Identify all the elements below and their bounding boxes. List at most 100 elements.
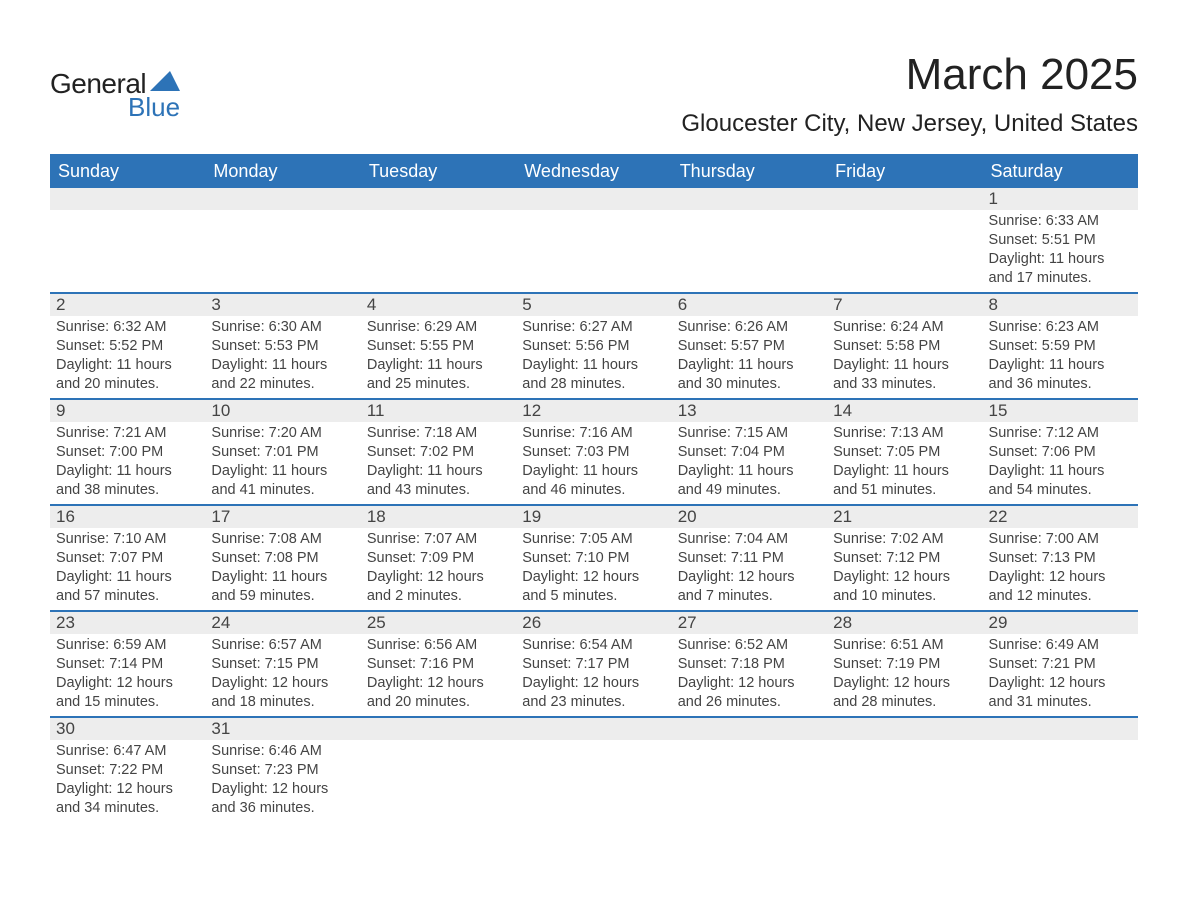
calendar: SundayMondayTuesdayWednesdayThursdayFrid… (50, 154, 1138, 822)
daylight-line: Daylight: 12 hours and 2 minutes. (367, 568, 510, 606)
day-number: 1 (983, 188, 1138, 210)
day-details: Sunrise: 7:04 AMSunset: 7:11 PMDaylight:… (672, 528, 827, 610)
daynum-bar (827, 718, 982, 740)
calendar-day: 22Sunrise: 7:00 AMSunset: 7:13 PMDayligh… (983, 505, 1138, 611)
daylight-line: Daylight: 11 hours and 17 minutes. (989, 250, 1132, 288)
daylight-line: Daylight: 11 hours and 33 minutes. (833, 356, 976, 394)
calendar-day: 20Sunrise: 7:04 AMSunset: 7:11 PMDayligh… (672, 505, 827, 611)
sunset-line: Sunset: 5:58 PM (833, 337, 976, 356)
sunrise-line: Sunrise: 7:05 AM (522, 530, 665, 549)
daylight-line: Daylight: 11 hours and 22 minutes. (211, 356, 354, 394)
sunrise-line: Sunrise: 6:59 AM (56, 636, 199, 655)
calendar-day-empty (361, 188, 516, 293)
weekday-header: Tuesday (361, 154, 516, 188)
calendar-day: 13Sunrise: 7:15 AMSunset: 7:04 PMDayligh… (672, 399, 827, 505)
calendar-day-empty (516, 188, 671, 293)
sunrise-line: Sunrise: 6:47 AM (56, 742, 199, 761)
day-number: 10 (205, 400, 360, 422)
day-number: 14 (827, 400, 982, 422)
header: General Blue March 2025 Gloucester City,… (50, 50, 1138, 138)
daylight-line: Daylight: 12 hours and 20 minutes. (367, 674, 510, 712)
calendar-day: 6Sunrise: 6:26 AMSunset: 5:57 PMDaylight… (672, 293, 827, 399)
daylight-line: Daylight: 12 hours and 36 minutes. (211, 780, 354, 818)
day-number: 8 (983, 294, 1138, 316)
daylight-line: Daylight: 12 hours and 31 minutes. (989, 674, 1132, 712)
daynum-bar (516, 188, 671, 210)
sunset-line: Sunset: 7:09 PM (367, 549, 510, 568)
day-details: Sunrise: 7:20 AMSunset: 7:01 PMDaylight:… (205, 422, 360, 504)
sunset-line: Sunset: 7:01 PM (211, 443, 354, 462)
sunrise-line: Sunrise: 7:07 AM (367, 530, 510, 549)
sunset-line: Sunset: 5:57 PM (678, 337, 821, 356)
sunset-line: Sunset: 7:13 PM (989, 549, 1132, 568)
calendar-day-empty (827, 188, 982, 293)
daynum-bar (827, 188, 982, 210)
day-number: 17 (205, 506, 360, 528)
daylight-line: Daylight: 11 hours and 30 minutes. (678, 356, 821, 394)
calendar-day: 7Sunrise: 6:24 AMSunset: 5:58 PMDaylight… (827, 293, 982, 399)
day-details: Sunrise: 7:15 AMSunset: 7:04 PMDaylight:… (672, 422, 827, 504)
calendar-day: 19Sunrise: 7:05 AMSunset: 7:10 PMDayligh… (516, 505, 671, 611)
location: Gloucester City, New Jersey, United Stat… (681, 110, 1138, 138)
sunset-line: Sunset: 7:11 PM (678, 549, 821, 568)
month-title: March 2025 (681, 50, 1138, 100)
sunset-line: Sunset: 7:02 PM (367, 443, 510, 462)
day-details: Sunrise: 6:30 AMSunset: 5:53 PMDaylight:… (205, 316, 360, 398)
day-number: 25 (361, 612, 516, 634)
weekday-header: Wednesday (516, 154, 671, 188)
day-details: Sunrise: 7:07 AMSunset: 7:09 PMDaylight:… (361, 528, 516, 610)
sunrise-line: Sunrise: 6:29 AM (367, 318, 510, 337)
calendar-day: 16Sunrise: 7:10 AMSunset: 7:07 PMDayligh… (50, 505, 205, 611)
day-number: 29 (983, 612, 1138, 634)
daylight-line: Daylight: 12 hours and 15 minutes. (56, 674, 199, 712)
logo-text-blue: Blue (128, 92, 180, 123)
calendar-day: 18Sunrise: 7:07 AMSunset: 7:09 PMDayligh… (361, 505, 516, 611)
day-details: Sunrise: 7:00 AMSunset: 7:13 PMDaylight:… (983, 528, 1138, 610)
calendar-day: 1Sunrise: 6:33 AMSunset: 5:51 PMDaylight… (983, 188, 1138, 293)
day-details: Sunrise: 6:24 AMSunset: 5:58 PMDaylight:… (827, 316, 982, 398)
logo: General Blue (50, 50, 180, 123)
day-number: 26 (516, 612, 671, 634)
daylight-line: Daylight: 11 hours and 49 minutes. (678, 462, 821, 500)
daylight-line: Daylight: 11 hours and 41 minutes. (211, 462, 354, 500)
daylight-line: Daylight: 11 hours and 51 minutes. (833, 462, 976, 500)
day-details: Sunrise: 7:10 AMSunset: 7:07 PMDaylight:… (50, 528, 205, 610)
calendar-week: 30Sunrise: 6:47 AMSunset: 7:22 PMDayligh… (50, 717, 1138, 822)
weekday-header: Monday (205, 154, 360, 188)
day-number: 27 (672, 612, 827, 634)
day-details: Sunrise: 6:27 AMSunset: 5:56 PMDaylight:… (516, 316, 671, 398)
sunset-line: Sunset: 5:53 PM (211, 337, 354, 356)
daylight-line: Daylight: 12 hours and 10 minutes. (833, 568, 976, 606)
daylight-line: Daylight: 11 hours and 28 minutes. (522, 356, 665, 394)
daylight-line: Daylight: 12 hours and 34 minutes. (56, 780, 199, 818)
calendar-week: 23Sunrise: 6:59 AMSunset: 7:14 PMDayligh… (50, 611, 1138, 717)
sunset-line: Sunset: 7:04 PM (678, 443, 821, 462)
sunset-line: Sunset: 7:21 PM (989, 655, 1132, 674)
sunset-line: Sunset: 5:56 PM (522, 337, 665, 356)
calendar-week: 1Sunrise: 6:33 AMSunset: 5:51 PMDaylight… (50, 188, 1138, 293)
day-details: Sunrise: 6:47 AMSunset: 7:22 PMDaylight:… (50, 740, 205, 822)
sunrise-line: Sunrise: 7:20 AM (211, 424, 354, 443)
calendar-day: 14Sunrise: 7:13 AMSunset: 7:05 PMDayligh… (827, 399, 982, 505)
sunrise-line: Sunrise: 7:08 AM (211, 530, 354, 549)
sunrise-line: Sunrise: 7:15 AM (678, 424, 821, 443)
sunrise-line: Sunrise: 6:54 AM (522, 636, 665, 655)
day-details: Sunrise: 7:05 AMSunset: 7:10 PMDaylight:… (516, 528, 671, 610)
daylight-line: Daylight: 11 hours and 25 minutes. (367, 356, 510, 394)
daynum-bar (361, 718, 516, 740)
day-details: Sunrise: 6:29 AMSunset: 5:55 PMDaylight:… (361, 316, 516, 398)
calendar-week: 2Sunrise: 6:32 AMSunset: 5:52 PMDaylight… (50, 293, 1138, 399)
day-details: Sunrise: 6:49 AMSunset: 7:21 PMDaylight:… (983, 634, 1138, 716)
calendar-day: 29Sunrise: 6:49 AMSunset: 7:21 PMDayligh… (983, 611, 1138, 717)
daylight-line: Daylight: 12 hours and 23 minutes. (522, 674, 665, 712)
day-number: 20 (672, 506, 827, 528)
sunset-line: Sunset: 7:07 PM (56, 549, 199, 568)
daylight-line: Daylight: 11 hours and 38 minutes. (56, 462, 199, 500)
daylight-line: Daylight: 11 hours and 59 minutes. (211, 568, 354, 606)
day-number: 18 (361, 506, 516, 528)
day-number: 6 (672, 294, 827, 316)
day-details: Sunrise: 7:08 AMSunset: 7:08 PMDaylight:… (205, 528, 360, 610)
sunrise-line: Sunrise: 7:04 AM (678, 530, 821, 549)
sunset-line: Sunset: 7:12 PM (833, 549, 976, 568)
day-number: 5 (516, 294, 671, 316)
